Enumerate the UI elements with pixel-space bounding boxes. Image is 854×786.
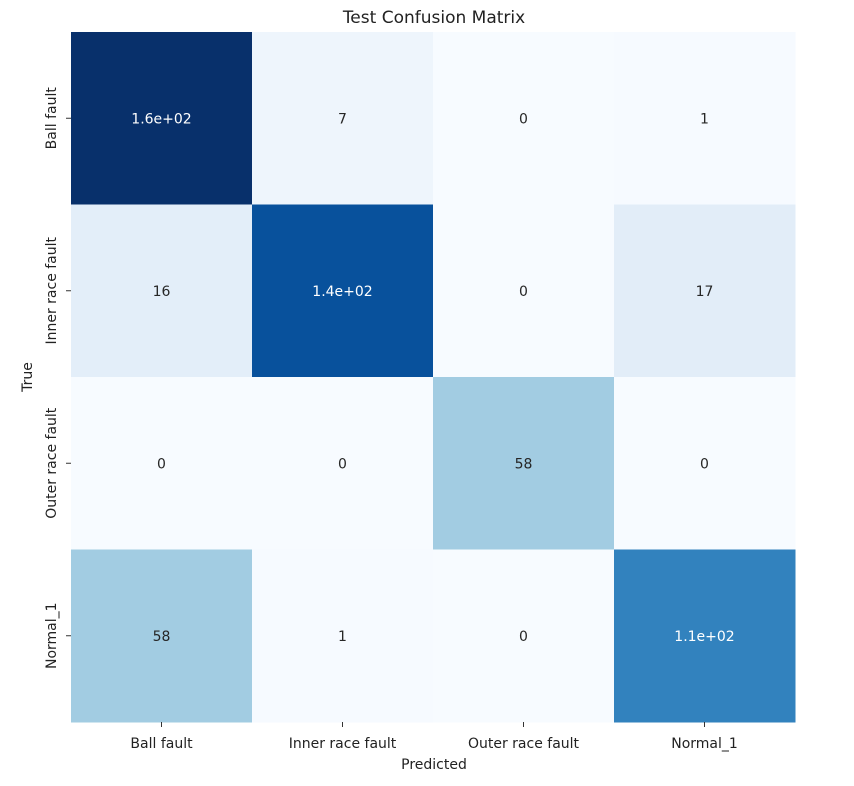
heatmap-cell-r2-c2 (433, 377, 615, 550)
heatmap-cell-r1-c1 (252, 204, 434, 378)
x-axis-ticks: Ball fault Inner race fault Outer race fau… (130, 722, 738, 752)
y-axis-ticks: Ball fault Inner race fault Outer race fau… (44, 87, 71, 669)
heatmap-cell-r1-c0 (71, 204, 253, 378)
heatmap-cell-r3-c2 (433, 549, 615, 723)
cell-label-r2-c2: 58 (515, 456, 533, 472)
x-tick-label-3: Normal_1 (671, 736, 738, 752)
y-axis-label: True (20, 362, 36, 393)
y-tick-label-1: Inner race fault (44, 236, 60, 344)
cell-label-r0-c2: 0 (519, 111, 528, 127)
x-tick-label-2: Outer race fault (468, 736, 580, 752)
cell-label-r2-c0: 0 (157, 456, 166, 472)
y-tick-label-2: Outer race fault (44, 407, 60, 519)
cell-label-r3-c0: 58 (153, 629, 171, 645)
cell-label-r2-c1: 0 (338, 456, 347, 472)
heatmap-cell-r0-c2 (433, 32, 615, 205)
heatmap-cell-r3-c1 (252, 549, 434, 723)
cell-label-r1-c0: 16 (153, 284, 171, 300)
cell-label-r1-c1: 1.4e+02 (312, 284, 372, 300)
heatmap-cell-r2-c3 (614, 377, 796, 550)
cell-label-r0-c1: 7 (338, 111, 347, 127)
cell-label-r2-c3: 0 (700, 456, 709, 472)
heatmap-cell-r0-c1 (252, 32, 434, 205)
heatmap-cell-r2-c0 (71, 377, 253, 550)
cell-label-r1-c3: 17 (696, 284, 714, 300)
heatmap-cell-r2-c1 (252, 377, 434, 550)
heatmap-cell-r3-c3 (614, 549, 796, 723)
heatmap-cell-r0-c0 (71, 32, 253, 205)
heatmap-cell-r1-c3 (614, 204, 796, 378)
cell-label-r3-c2: 0 (519, 629, 528, 645)
cell-label-r3-c1: 1 (338, 629, 347, 645)
cell-label-r3-c3: 1.1e+02 (674, 629, 734, 645)
heatmap-cell-r3-c0 (71, 549, 253, 723)
y-tick-label-0: Ball fault (44, 87, 60, 150)
x-tick-label-0: Ball fault (130, 736, 193, 752)
heatmap-cell-r0-c3 (614, 32, 796, 205)
heatmap-cells: 1.6e+02 7 0 1 16 1.4e+02 0 17 0 0 58 0 58 1 0 1.1e+02 (71, 32, 796, 723)
x-tick-label-1: Inner race fault (289, 736, 397, 752)
x-axis-label: Predicted (401, 757, 467, 773)
cell-label-r0-c3: 1 (700, 111, 709, 127)
chart-title: Test Confusion Matrix (342, 8, 525, 28)
cell-label-r0-c0: 1.6e+02 (131, 111, 191, 127)
heatmap-cell-r1-c2 (433, 204, 615, 378)
y-tick-label-3: Normal_1 (44, 602, 60, 669)
cell-label-r1-c2: 0 (519, 284, 528, 300)
